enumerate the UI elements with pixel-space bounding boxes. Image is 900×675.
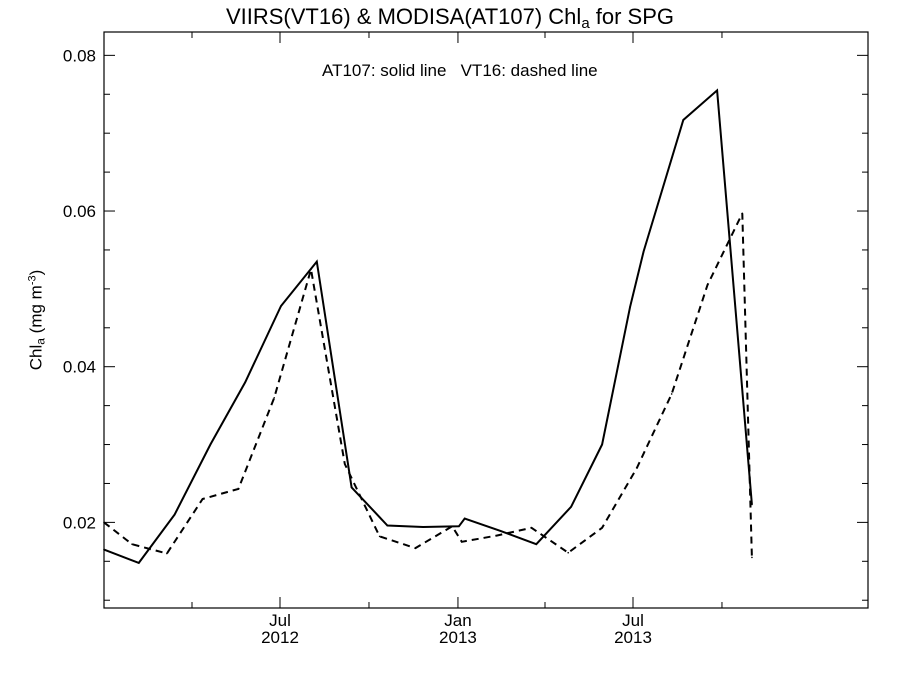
- x-tick-month-label: Jan: [444, 611, 471, 630]
- x-tick-month-label: Jul: [269, 611, 291, 630]
- ylabel-unit: (mg m: [26, 285, 46, 339]
- data-point-at107: [463, 517, 466, 520]
- data-point-at107: [103, 548, 105, 551]
- line-style-annotation: AT107: solid line VT16: dashed line: [322, 61, 598, 80]
- data-point-at107: [458, 525, 460, 528]
- series-line-vt16-dashed: [103, 212, 753, 558]
- series-lines: [103, 88, 753, 565]
- data-point-vt16: [344, 463, 346, 465]
- data-point-vt16: [741, 212, 744, 215]
- data-point-at107: [386, 524, 389, 527]
- data-point-vt16: [706, 284, 709, 286]
- data-point-vt16: [495, 534, 498, 537]
- data-point-vt16: [530, 527, 533, 529]
- data-point-at107: [244, 381, 246, 384]
- data-point-vt16: [451, 525, 453, 528]
- series-line-at107-solid: [103, 88, 753, 565]
- data-point-vt16: [567, 551, 570, 554]
- x-tick-month-label: Jul: [622, 611, 644, 630]
- data-point-vt16: [636, 467, 638, 469]
- x-tick-year-label: 2012: [261, 628, 299, 647]
- data-point-vt16: [601, 527, 603, 529]
- y-axis-label: Chla (mg m-3): [27, 270, 48, 371]
- data-point-at107: [209, 443, 212, 446]
- ylabel-subscript: a: [33, 338, 48, 345]
- data-point-vt16: [310, 268, 312, 271]
- y-tick-label: 0.06: [63, 202, 96, 221]
- data-point-at107: [138, 562, 140, 564]
- data-point-at107: [601, 443, 603, 446]
- data-point-vt16: [237, 488, 240, 490]
- data-point-vt16: [103, 521, 105, 524]
- data-point-at107: [751, 503, 753, 506]
- data-point-vt16: [670, 393, 673, 395]
- data-point-at107: [280, 305, 282, 307]
- data-point-at107: [422, 526, 424, 528]
- title-subscript: a: [581, 15, 590, 32]
- ylabel-superscript: -3: [26, 275, 39, 286]
- data-point-at107: [716, 89, 718, 92]
- axis-ticks: [104, 32, 868, 608]
- x-tick-year-label: 2013: [614, 628, 652, 647]
- data-point-at107: [535, 543, 538, 545]
- data-point-vt16: [131, 543, 133, 545]
- x-tick-year-label: 2013: [439, 628, 477, 647]
- y-tick-label: 0.04: [63, 358, 96, 377]
- data-point-at107: [173, 513, 176, 516]
- data-point-vt16: [378, 535, 381, 538]
- data-point-at107: [350, 486, 353, 489]
- data-point-vt16: [201, 498, 204, 500]
- data-point-at107: [629, 305, 631, 308]
- title-text: VIIRS(VT16) & MODISA(AT107) Chl: [225, 4, 582, 29]
- data-point-vt16: [751, 556, 753, 559]
- ylabel-close: ): [26, 269, 46, 276]
- data-point-at107: [315, 260, 318, 263]
- y-tick-label: 0.08: [63, 46, 96, 65]
- data-point-at107: [570, 506, 572, 508]
- data-point-at107: [499, 530, 502, 532]
- ylabel-text: Chl: [26, 344, 46, 371]
- plot-frame: [103, 31, 869, 609]
- data-point-vt16: [461, 541, 463, 543]
- chart-title: VIIRS(VT16) & MODISA(AT107) Chla for SPG: [0, 4, 900, 32]
- data-point-vt16: [273, 397, 276, 399]
- data-point-vt16: [414, 547, 417, 549]
- title-tail: for SPG: [589, 4, 675, 29]
- data-point-at107: [682, 119, 685, 121]
- data-point-at107: [642, 250, 645, 253]
- y-tick-label: 0.02: [63, 513, 96, 532]
- data-point-vt16: [166, 552, 168, 555]
